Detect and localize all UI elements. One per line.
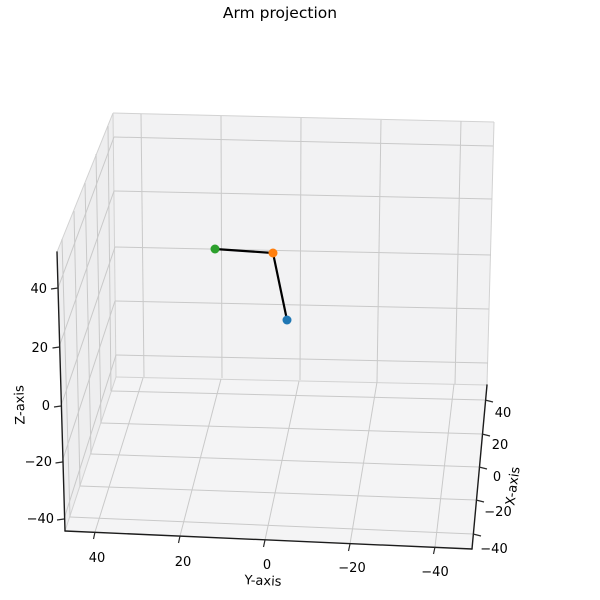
arm-series — [210, 244, 292, 325]
y-tick-label: −20 — [338, 561, 365, 576]
pane-floor — [65, 377, 487, 549]
z-axis-label: Z-axis — [12, 385, 28, 425]
x-tick-label: 20 — [492, 438, 509, 453]
y-tick-label: 20 — [175, 555, 192, 570]
x-tick-label: −20 — [484, 505, 511, 520]
x-tick-labels: 40 20 0 −20 −40 — [480, 406, 511, 557]
joint-marker-elbow — [268, 248, 278, 258]
pane-left-wall — [57, 113, 116, 531]
y-tick-labels: 40 20 0 −20 −40 — [89, 551, 449, 580]
z-tick-label: 40 — [30, 282, 47, 297]
joint-marker-end — [210, 244, 220, 254]
y-tick-label: 40 — [89, 551, 106, 566]
y-tick-label: −40 — [421, 565, 448, 580]
back-wall-grid — [113, 113, 494, 385]
z-tick-labels: 40 20 0 −20 −40 — [25, 282, 54, 527]
z-tick-label: −20 — [25, 455, 52, 470]
y-tick-label: 0 — [263, 558, 271, 573]
left-wall-grid — [57, 125, 117, 520]
y-axis-spine — [64, 530, 473, 550]
x-tick-label: 40 — [495, 406, 512, 421]
y-axis-ticks — [92, 531, 436, 555]
pane-edges — [56, 112, 495, 532]
x-axis-ticks — [472, 399, 494, 537]
pane-back-wall — [113, 113, 494, 385]
plot-title: Arm projection — [223, 4, 337, 22]
x-tick-label: −40 — [480, 542, 507, 557]
floor-grid — [69, 377, 486, 548]
z-tick-label: 0 — [42, 399, 50, 414]
x-axis-label: X-axis — [503, 466, 523, 507]
x-tick-label: 0 — [493, 470, 501, 485]
z-axis-ticks — [50, 287, 65, 521]
z-tick-label: −40 — [27, 512, 54, 527]
y-axis-label: Y-axis — [243, 573, 282, 590]
z-axis-spine — [56, 251, 66, 532]
axes-panes — [57, 113, 494, 549]
z-tick-label: 20 — [31, 341, 48, 356]
joint-marker-base — [282, 315, 292, 325]
